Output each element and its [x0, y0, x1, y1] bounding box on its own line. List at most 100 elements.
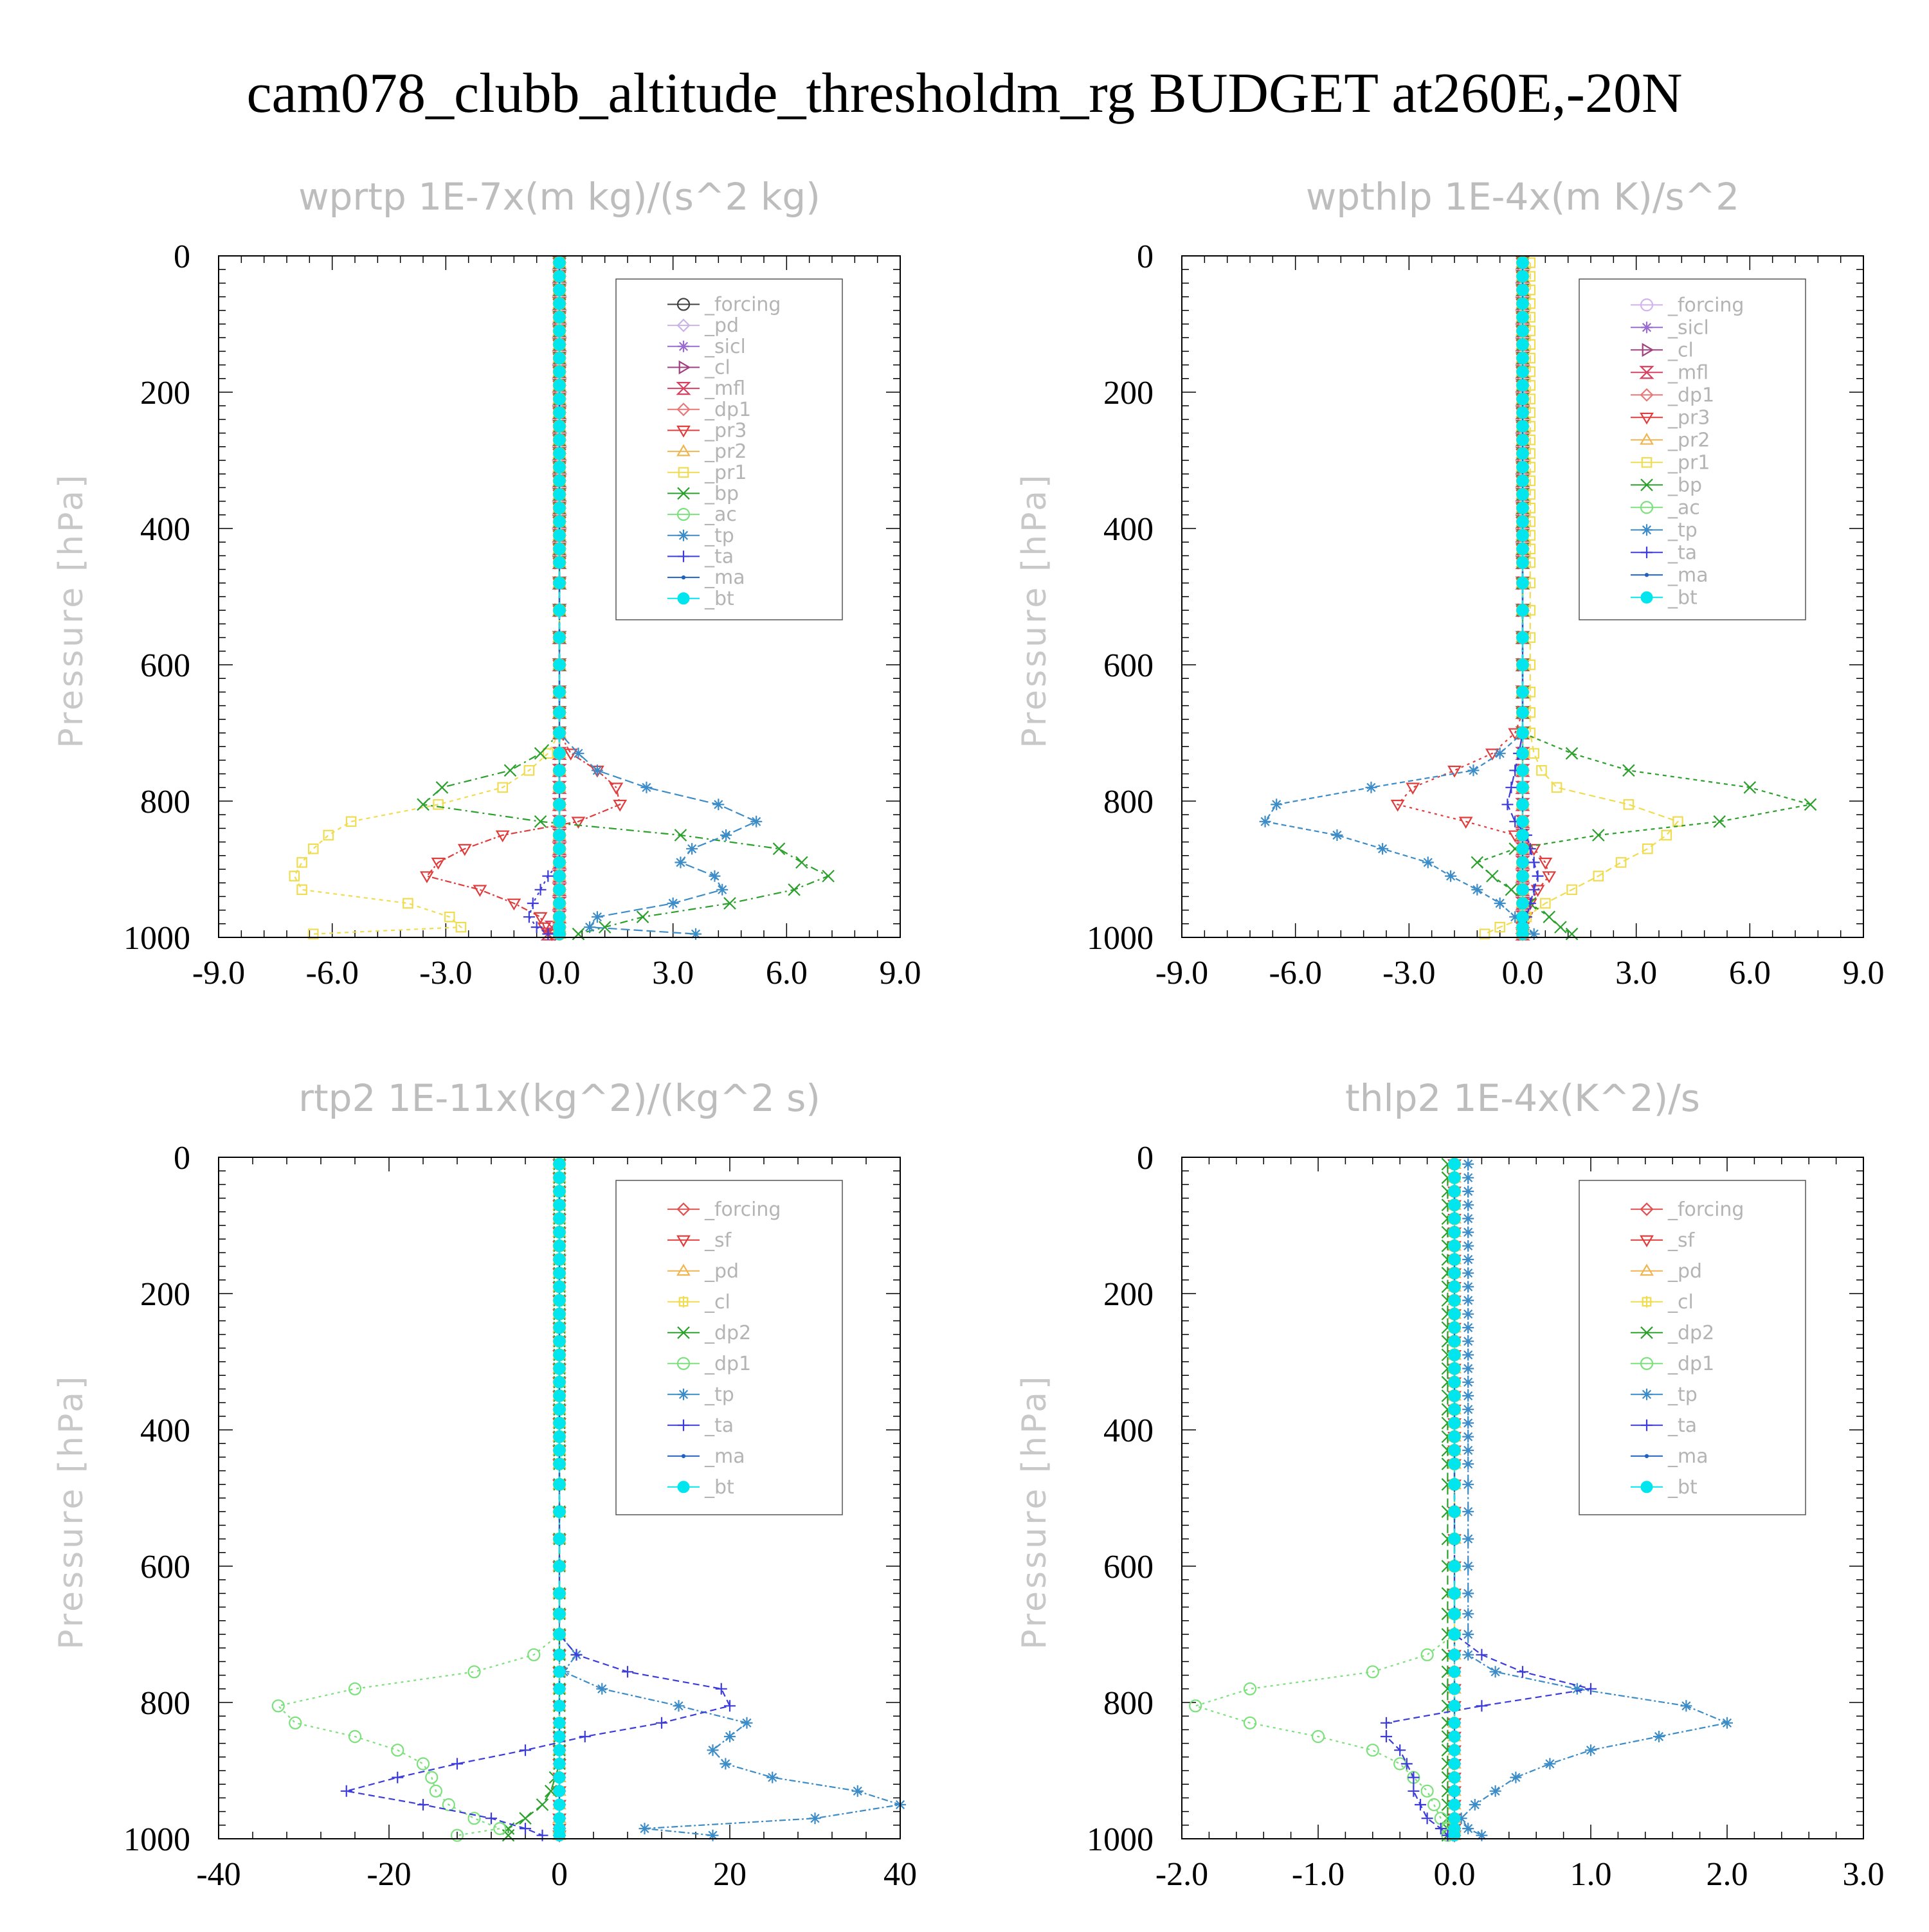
data-point — [1516, 501, 1529, 514]
data-point — [553, 1798, 566, 1811]
legend-marker — [676, 507, 691, 521]
legend-marker — [1642, 343, 1654, 357]
legend-marker — [1641, 321, 1653, 334]
data-point — [553, 604, 566, 617]
data-point — [1462, 1171, 1474, 1184]
series-line — [1385, 1164, 1591, 1836]
x-tick-label: -2.0 — [1155, 1856, 1208, 1893]
x-tick-label: 3.0 — [1843, 1856, 1885, 1893]
data-point — [1458, 817, 1473, 829]
data-point — [741, 1717, 753, 1729]
data-point — [667, 898, 679, 909]
legend-label: _dp1 — [1667, 384, 1714, 406]
data-point — [1462, 1506, 1474, 1518]
data-point — [1516, 543, 1529, 555]
data-point — [1516, 658, 1529, 671]
data-point — [1516, 815, 1529, 828]
data-point — [1516, 706, 1529, 719]
x-tick-label: 6.0 — [1729, 955, 1771, 991]
y-tick-label: 400 — [140, 1413, 190, 1449]
data-point — [613, 799, 628, 812]
data-point — [609, 782, 624, 795]
data-point — [1530, 885, 1545, 897]
data-point — [1516, 604, 1529, 617]
data-point — [1494, 747, 1506, 759]
data-point — [1390, 799, 1405, 812]
data-point — [451, 1758, 463, 1770]
data-point — [1517, 1666, 1528, 1678]
y-axis-label: Pressure [hPa] — [52, 1374, 91, 1650]
legend-box — [615, 278, 843, 620]
data-point — [553, 1376, 566, 1389]
legend-marker — [678, 550, 689, 563]
data-point — [1516, 379, 1529, 392]
data-point — [553, 1335, 566, 1348]
data-point — [553, 706, 566, 719]
data-point — [1516, 764, 1529, 777]
legend-marker — [1644, 573, 1649, 577]
series-pr1 — [289, 257, 565, 939]
data-point — [553, 1699, 566, 1712]
data-point — [553, 577, 566, 590]
y-tick-label: 0 — [1137, 1140, 1154, 1177]
legend-label: _pd — [1667, 1260, 1702, 1283]
data-point — [1427, 1798, 1441, 1812]
data-point — [553, 1280, 566, 1293]
data-point — [1467, 764, 1480, 777]
data-point — [553, 501, 566, 514]
data-point — [1516, 338, 1529, 351]
data-point — [1448, 1533, 1461, 1546]
y-tick-label: 200 — [1103, 375, 1154, 411]
data-point — [553, 798, 566, 811]
data-point — [1448, 1171, 1461, 1184]
data-point — [563, 748, 578, 761]
legend-label: _bt — [1667, 1476, 1698, 1499]
data-point — [1516, 325, 1529, 338]
legend-label: _dp1 — [1667, 1353, 1714, 1375]
data-point — [553, 842, 566, 855]
data-point — [1462, 1648, 1474, 1661]
data-point — [1462, 1376, 1474, 1388]
legend-label: _dp1 — [704, 1353, 751, 1375]
y-tick-label: 200 — [140, 1276, 190, 1313]
data-point — [553, 1505, 566, 1518]
data-point — [1462, 1226, 1474, 1238]
y-tick-label: 800 — [140, 1685, 190, 1722]
data-point — [1489, 1666, 1501, 1678]
data-point — [709, 870, 721, 882]
data-point — [712, 799, 725, 811]
series-line — [1476, 262, 1811, 935]
x-tick-label: 40 — [883, 1856, 917, 1893]
legend-label: _cl — [1667, 1291, 1694, 1314]
data-point — [1448, 1771, 1461, 1784]
data-point — [1510, 1771, 1522, 1783]
data-point — [1448, 1321, 1461, 1334]
data-point — [1448, 1798, 1461, 1811]
data-point — [686, 843, 698, 855]
data-point — [1501, 799, 1514, 811]
data-point — [640, 781, 653, 793]
data-point — [425, 1771, 439, 1784]
data-point — [1448, 1683, 1461, 1695]
data-point — [519, 1812, 532, 1825]
data-point — [1365, 781, 1377, 793]
x-tick-label: -3.0 — [419, 955, 472, 991]
y-tick-label: 800 — [1103, 784, 1154, 820]
data-point — [553, 257, 566, 269]
panel-1: wprtp 1E-7x(m kg)/(s^2 kg) Pressure [hPa]… — [52, 175, 921, 991]
legend: _forcing _sf _pd _cl _dp2 _dp1 _tp _ta _ma _bt — [615, 1180, 843, 1515]
data-point — [553, 338, 566, 351]
data-point — [766, 1771, 779, 1783]
data-point — [1516, 870, 1529, 883]
legend-label: _bp — [704, 482, 739, 505]
data-point — [485, 1812, 497, 1825]
legend-label: _tp — [704, 525, 734, 547]
data-point — [1381, 1731, 1392, 1742]
data-point — [553, 352, 566, 365]
panel-3: rtp2 1E-11x(kg^2)/(kg^2 s) Pressure [hPa]… — [52, 1076, 917, 1893]
data-point — [553, 1683, 566, 1695]
data-point — [507, 898, 521, 911]
data-point — [584, 921, 596, 934]
legend-label: _pr1 — [704, 462, 747, 484]
